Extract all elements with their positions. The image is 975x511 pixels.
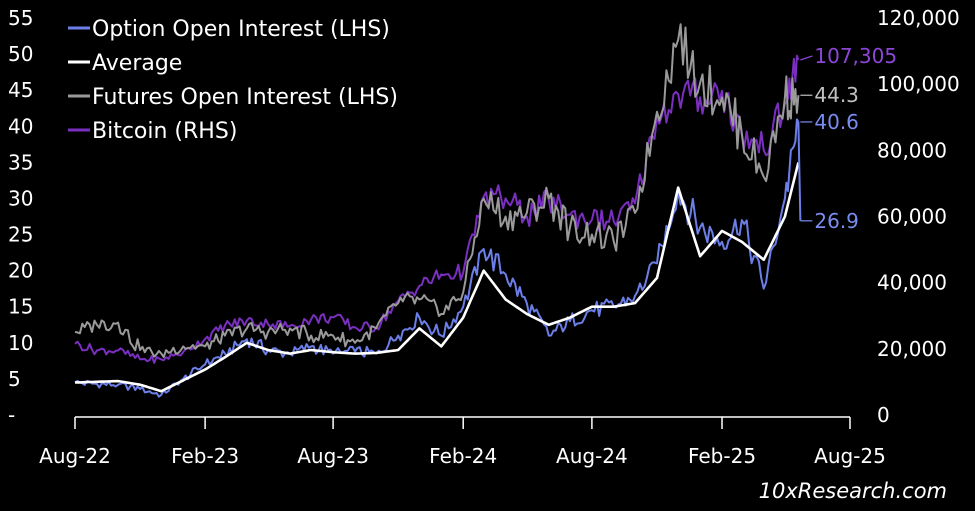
y-left-tick-label: 20 [8,259,33,283]
y-left-tick-label: 30 [8,186,33,210]
legend-futures-oi-label: Futures Open Interest (LHS) [92,85,398,110]
y-left-tick-label: 35 [8,150,33,174]
end-label-option-low: 26.9 [814,209,859,233]
watermark-text: 10xResearch.com [758,479,947,503]
y-left-tick-label: 10 [8,331,33,355]
y-right-tick-label: 60,000 [877,205,947,229]
x-tick-label: Aug-24 [556,444,628,468]
series-option-oi [74,118,800,398]
x-tick-label: Aug-22 [39,444,111,468]
y-left-tick-label: 50 [8,42,33,66]
legend-average-label: Average [92,51,182,76]
y-left-tick-label: - [8,403,15,427]
x-tick-label: Feb-24 [429,444,497,468]
end-label-bitcoin-leader [800,55,813,61]
end-label-option-high: 40.6 [814,110,859,134]
legend: Option Open Interest (LHS) Average Futures… [68,17,398,144]
y-left-tick-label: 40 [8,114,33,138]
x-axis: Aug-22 Feb-23 Aug-23 Feb-24 Aug-24 Feb-25 Aug-… [39,416,886,468]
y-left-axis: - 5 10 15 20 25 30 35 40 45 50 55 [8,6,33,427]
x-tick-label: Feb-23 [171,444,239,468]
y-left-tick-label: 5 [8,367,21,391]
end-label-futures: 44.3 [814,83,859,107]
x-tick-label: Aug-23 [297,444,369,468]
series-layer [74,23,802,398]
y-right-axis: 0 20,000 40,000 60,000 80,000 100,000 120,000 [877,6,960,427]
legend-bitcoin-label: Bitcoin (RHS) [92,119,237,144]
y-right-tick-label: 80,000 [877,138,947,162]
y-left-tick-label: 45 [8,78,33,102]
end-labels: 107,305 44.3 40.6 26.9 [800,44,897,233]
option-oi-drop-segment [797,121,802,221]
y-right-tick-label: 20,000 [877,337,947,361]
y-right-tick-label: 40,000 [877,271,947,295]
end-label-bitcoin: 107,305 [814,44,897,68]
y-right-tick-label: 0 [877,403,890,427]
legend-option-oi-label: Option Open Interest (LHS) [92,17,390,42]
y-left-tick-label: 15 [8,295,33,319]
series-futures-oi [74,23,800,358]
series-average [74,162,800,393]
y-left-tick-label: 25 [8,223,33,247]
y-right-tick-label: 120,000 [877,6,960,30]
y-right-tick-label: 100,000 [877,72,960,96]
series-bitcoin [74,54,800,364]
y-left-tick-label: 55 [8,6,33,30]
x-tick-label: Aug-25 [814,444,886,468]
x-tick-label: Feb-25 [688,444,756,468]
